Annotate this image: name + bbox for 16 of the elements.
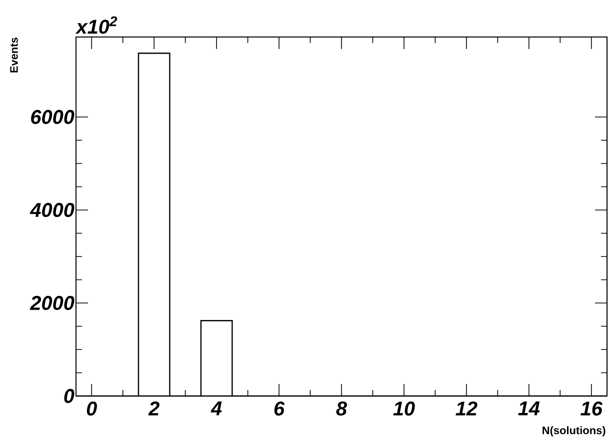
y-tick-label: 2000 — [30, 296, 74, 310]
x-tick-label: 12 — [456, 402, 478, 416]
x-tick-label: 2 — [148, 402, 160, 416]
y-tick-label: 6000 — [31, 110, 74, 124]
text: x10$^{2}$ — [75, 16, 118, 34]
x-tick-label: 4 — [210, 402, 222, 416]
x-tick-label: 6 — [274, 402, 285, 416]
x-tick-label: 0 — [86, 402, 97, 416]
x-tick-label: 14 — [518, 402, 540, 416]
x-tick-label: 10 — [393, 402, 415, 416]
x-axis-title: N(solutions) — [542, 426, 606, 436]
x-tick-label: 16 — [580, 402, 603, 416]
x-tick-label: 8 — [336, 402, 348, 416]
y-tick-label: 0 — [64, 388, 74, 404]
y-tick-label: 4000 — [30, 202, 74, 218]
y-axis-title: Events — [10, 38, 18, 72]
